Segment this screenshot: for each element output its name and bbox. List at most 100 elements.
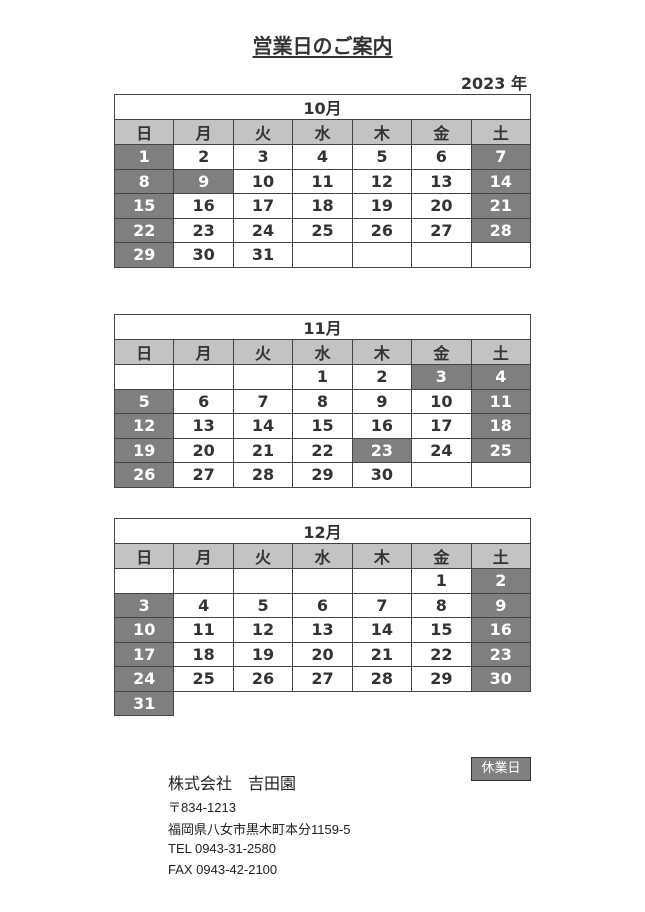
month-title: 12月	[114, 518, 531, 544]
tel: TEL 0943-31-2580	[168, 841, 276, 856]
blank	[174, 691, 233, 716]
weekday-header: 土	[470, 339, 532, 365]
empty-cell	[411, 462, 472, 488]
business-day: 30	[173, 242, 234, 268]
business-day: 6	[292, 592, 353, 618]
business-day: 6	[173, 388, 234, 414]
business-day: 19	[232, 641, 294, 667]
business-day: 13	[292, 617, 353, 643]
closed-day: 12	[113, 413, 175, 439]
business-day: 14	[232, 413, 294, 439]
business-day: 29	[411, 666, 472, 692]
empty-cell	[232, 568, 294, 594]
week-row: 17 18 19 20 21 22 23	[113, 641, 532, 667]
business-day: 15	[292, 413, 353, 439]
empty-cell	[173, 364, 234, 390]
month-title: 10月	[114, 94, 531, 120]
weekday-header: 木	[351, 339, 413, 365]
company-name: 株式会社 吉田園	[168, 776, 297, 793]
closed-day: 21	[470, 193, 532, 219]
business-day: 11	[173, 617, 234, 643]
week-row: 26 27 28 29 30	[113, 462, 532, 488]
closed-day: 22	[113, 217, 175, 243]
closed-day: 1	[113, 144, 175, 170]
closed-day: 5	[113, 388, 175, 414]
blank	[293, 691, 352, 716]
empty-cell	[113, 568, 175, 594]
business-day: 24	[232, 217, 294, 243]
business-day: 31	[232, 242, 294, 268]
business-day: 28	[351, 666, 413, 692]
weekday-header: 木	[351, 543, 413, 569]
business-day: 9	[351, 388, 413, 414]
empty-cell	[470, 462, 532, 488]
week-row: 10 11 12 13 14 15 16	[113, 617, 532, 643]
business-day: 27	[411, 217, 472, 243]
week-row: 8 9 10 11 12 13 14	[113, 168, 532, 194]
empty-cell	[292, 242, 353, 268]
business-day: 20	[173, 437, 234, 463]
closed-day: 11	[470, 388, 532, 414]
business-day: 1	[292, 364, 353, 390]
closed-day: 31	[113, 690, 175, 716]
closed-day: 8	[113, 168, 175, 194]
weekday-header: 木	[351, 119, 413, 145]
closed-day: 25	[470, 437, 532, 463]
business-day: 20	[411, 193, 472, 219]
business-day: 13	[173, 413, 234, 439]
blank	[471, 691, 530, 716]
empty-cell	[351, 568, 413, 594]
business-day: 24	[411, 437, 472, 463]
weekday-header: 月	[173, 543, 234, 569]
business-day: 30	[351, 462, 413, 488]
address: 福岡県八女市黒木町本分1159-5	[168, 822, 351, 837]
empty-cell	[113, 364, 175, 390]
business-day: 8	[292, 388, 353, 414]
business-day: 16	[173, 193, 234, 219]
business-day: 17	[411, 413, 472, 439]
closed-day: 2	[470, 568, 532, 594]
business-day: 4	[292, 144, 353, 170]
business-day: 23	[173, 217, 234, 243]
closed-day: 10	[113, 617, 175, 643]
weekday-header: 土	[470, 119, 532, 145]
week-row: 19 20 21 22 23 24 25	[113, 437, 532, 463]
empty-cell	[292, 568, 353, 594]
closed-day: 7	[470, 144, 532, 170]
closed-day: 14	[470, 168, 532, 194]
business-day: 20	[292, 641, 353, 667]
business-day: 27	[173, 462, 234, 488]
business-day: 21	[351, 641, 413, 667]
weekday-header: 日	[113, 339, 175, 365]
business-day: 22	[292, 437, 353, 463]
week-row: 29 30 31	[113, 242, 532, 268]
weekday-header: 金	[411, 543, 472, 569]
month-title: 11月	[114, 314, 531, 340]
business-day: 29	[292, 462, 353, 488]
closed-day: 4	[470, 364, 532, 390]
week-row: 31	[113, 690, 531, 716]
business-day: 15	[411, 617, 472, 643]
title-text: 営業日のご案内	[252, 34, 393, 58]
weekday-header: 火	[232, 339, 294, 365]
empty-cell	[173, 568, 234, 594]
business-day: 28	[232, 462, 294, 488]
blank	[412, 691, 471, 716]
weekday-header: 土	[470, 543, 532, 569]
closed-day: 26	[113, 462, 175, 488]
closed-day: 9	[173, 168, 234, 194]
week-row: 24 25 26 27 28 29 30	[113, 666, 532, 692]
weekday-header: 水	[292, 119, 353, 145]
closed-day: 19	[113, 437, 175, 463]
weekday-header: 水	[292, 339, 353, 365]
business-day: 26	[351, 217, 413, 243]
week-row: 15 16 17 18 19 20 21	[113, 193, 532, 219]
closed-day: 3	[411, 364, 472, 390]
closed-day-legend: 休業日	[471, 757, 531, 781]
weekday-header: 金	[411, 339, 472, 365]
business-day: 19	[351, 193, 413, 219]
business-day: 2	[351, 364, 413, 390]
